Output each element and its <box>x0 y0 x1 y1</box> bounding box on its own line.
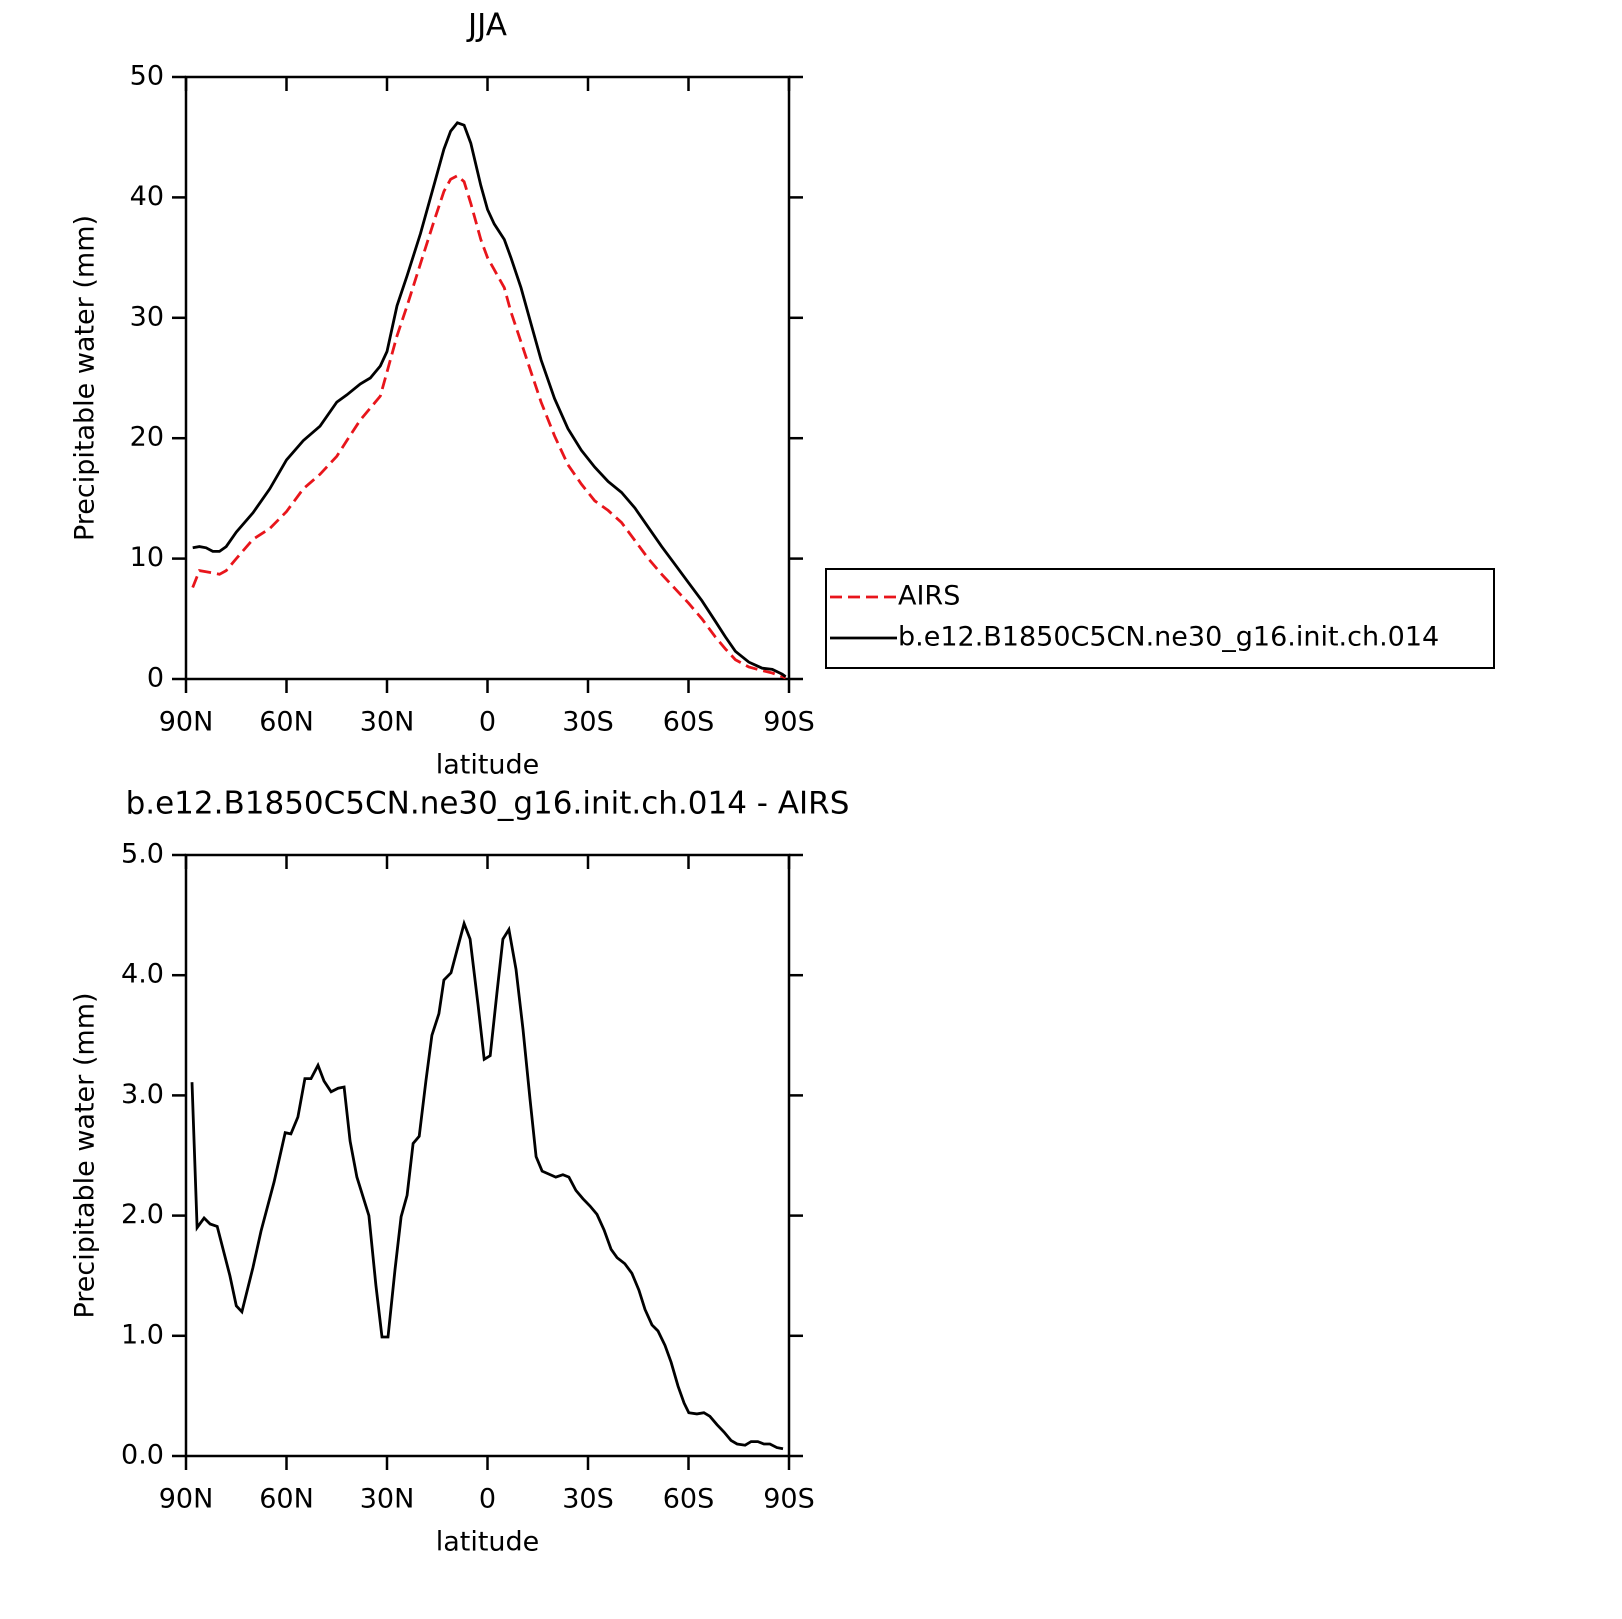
legend-label: AIRS <box>898 581 960 612</box>
x-tick-label: 90N <box>159 1484 214 1515</box>
x-tick-label: 60S <box>663 707 715 738</box>
x-tick-label: 60N <box>259 707 314 738</box>
legend-box <box>825 568 1495 669</box>
y-tick-label: 2.0 <box>121 1199 164 1230</box>
chart-title: JJA <box>466 8 507 44</box>
data-line <box>191 174 787 680</box>
y-tick-label: 40 <box>130 181 164 212</box>
data-line <box>190 918 784 1451</box>
plot: JJA latitude Precipitable water (mm) 0 10 20 3… <box>70 8 1495 781</box>
x-tick-label: 90N <box>159 707 214 738</box>
x-tick-label: 30S <box>562 707 614 738</box>
chart-title: b.e12.B1850C5CN.ne30_g16.init.ch.014 - A… <box>126 786 850 822</box>
x-tick-label: 90S <box>763 1484 815 1515</box>
x-tick-label: 90S <box>763 707 815 738</box>
y-tick-label: 50 <box>130 61 164 92</box>
y-tick-label: 0 <box>147 663 164 694</box>
y-tick-label: 3.0 <box>121 1079 164 1110</box>
plot: b.e12.B1850C5CN.ne30_g16.init.ch.014 - A… <box>70 786 850 1558</box>
y-axis-label: Precipitable water (mm) <box>70 992 101 1318</box>
x-tick-label: 30S <box>562 1484 614 1515</box>
y-tick-label: 30 <box>130 301 164 332</box>
data-line <box>192 121 787 678</box>
plot-frame <box>184 853 791 1458</box>
x-tick-label: 30N <box>360 707 415 738</box>
y-axis-label: Precipitable water (mm) <box>70 215 101 541</box>
x-tick-label: 0 <box>479 1484 496 1515</box>
y-tick-label: 4.0 <box>121 959 164 990</box>
x-tick-label: 60S <box>663 1484 715 1515</box>
x-tick-label: 30N <box>360 1484 415 1515</box>
y-tick-label: 1.0 <box>121 1319 164 1350</box>
y-tick-label: 10 <box>130 542 164 573</box>
y-tick-label: 0.0 <box>121 1440 164 1471</box>
x-axis-label: latitude <box>436 1527 540 1558</box>
y-tick-label: 5.0 <box>121 839 164 870</box>
legend-label: b.e12.B1850C5CN.ne30_g16.init.ch.014 <box>898 622 1439 653</box>
plot-frame <box>184 75 791 681</box>
x-tick-label: 0 <box>479 707 496 738</box>
x-axis-label: latitude <box>436 750 540 781</box>
y-tick-label: 20 <box>130 422 164 453</box>
x-tick-label: 60N <box>259 1484 314 1515</box>
